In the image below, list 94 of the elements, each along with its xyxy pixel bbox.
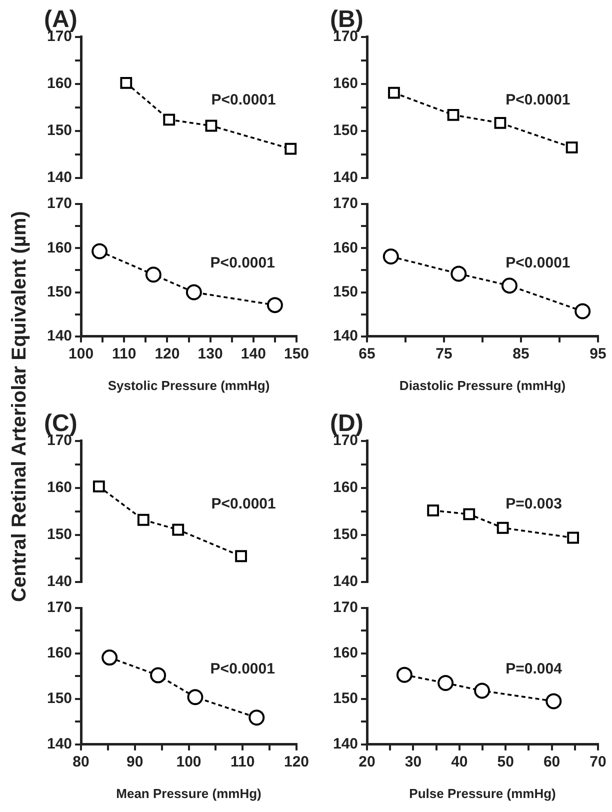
y-tick-label: 150 — [332, 122, 358, 140]
y-tick-label: 150 — [46, 526, 72, 544]
annotation: P<0.0001 — [506, 254, 570, 272]
x-tick-label: 90 — [126, 754, 144, 771]
y-tick-label: 160 — [46, 239, 72, 256]
point — [145, 266, 162, 283]
y-tick-label: 160 — [46, 75, 72, 92]
y-tick-label: 140 — [46, 169, 72, 186]
point — [567, 532, 580, 544]
x-tick-label: 65 — [358, 346, 376, 363]
point — [120, 76, 132, 89]
point — [546, 693, 562, 710]
x-tick-label: 120 — [284, 754, 309, 771]
x-tick-label: 110 — [112, 346, 136, 363]
y-tick-label: 160 — [46, 644, 72, 662]
x-tick-label: 80 — [72, 754, 90, 771]
point — [137, 514, 150, 526]
x-tick-label: 50 — [497, 754, 514, 771]
x-axis-title: Systolic Pressure (mmHg) — [108, 378, 270, 393]
y-tick-label: 150 — [332, 526, 358, 544]
point — [450, 266, 467, 282]
point — [284, 142, 297, 155]
y-tick-label: 140 — [332, 736, 358, 753]
x-axis-title: Mean Pressure (mmHg) — [116, 786, 262, 801]
point — [266, 297, 283, 314]
y-tick-label: 160 — [332, 479, 358, 496]
x-tick-label: 30 — [404, 754, 422, 771]
point — [463, 508, 476, 520]
annotation: P<0.0001 — [210, 254, 275, 272]
y-tick-label: 170 — [332, 195, 358, 212]
y-tick-label: 140 — [332, 328, 358, 345]
x-tick-label: 100 — [68, 346, 94, 363]
y-tick-label: 140 — [332, 169, 358, 186]
x-tick-label: 75 — [436, 346, 452, 363]
x-tick-label: 20 — [358, 754, 376, 771]
point — [235, 550, 247, 562]
x-tick-label: 60 — [543, 754, 560, 771]
y-tick-label: 150 — [332, 283, 358, 300]
point — [172, 524, 184, 536]
point — [102, 650, 118, 666]
annotation: P=0.004 — [506, 660, 563, 678]
point — [447, 108, 460, 121]
point — [494, 116, 506, 129]
y-axis-title: Central Retinal Arteriolar Equivalent (µm) — [8, 210, 32, 604]
point — [92, 480, 105, 492]
y-tick-label: 160 — [332, 239, 358, 256]
annotation: P<0.0001 — [506, 92, 570, 109]
point — [396, 666, 412, 683]
x-tick-label: 130 — [198, 346, 223, 363]
annotation: P<0.0001 — [210, 660, 275, 678]
annotation: P<0.0001 — [211, 496, 276, 513]
y-tick-label: 170 — [332, 599, 358, 616]
point — [248, 710, 265, 726]
annotation: P<0.0001 — [211, 92, 276, 109]
point — [382, 248, 399, 265]
y-tick-label: 160 — [46, 479, 72, 496]
x-tick-label: 150 — [284, 346, 309, 363]
y-tick-label: 170 — [46, 195, 72, 212]
y-tick-label: 150 — [332, 690, 358, 708]
x-tick-label: 100 — [176, 754, 202, 771]
y-tick-label: 150 — [46, 690, 72, 708]
point — [474, 682, 490, 699]
y-tick-label: 160 — [332, 75, 358, 92]
y-tick-label: 140 — [332, 573, 358, 590]
y-tick-label: 160 — [332, 644, 358, 662]
x-axis-title: Diastolic Pressure (mmHg) — [399, 378, 566, 393]
point — [501, 278, 518, 294]
point — [92, 243, 108, 260]
y-tick-label: 140 — [46, 328, 72, 345]
x-tick-label: 95 — [590, 346, 606, 363]
annotation: P=0.003 — [506, 496, 562, 513]
x-tick-label: 70 — [590, 754, 606, 771]
y-tick-label: 170 — [46, 599, 72, 616]
y-tick-label: 140 — [46, 736, 72, 753]
x-axis-title: Pulse Pressure (mmHg) — [409, 786, 556, 801]
x-tick-label: 40 — [451, 754, 468, 771]
x-tick-label: 120 — [154, 346, 180, 363]
y-tick-label: 140 — [46, 573, 72, 590]
point — [438, 675, 454, 692]
point — [150, 667, 166, 684]
point — [163, 114, 176, 126]
y-tick-label: 150 — [46, 122, 72, 140]
point — [496, 522, 509, 534]
point — [187, 689, 204, 706]
point — [186, 284, 202, 300]
point — [566, 141, 578, 154]
y-tick-label: 150 — [46, 283, 72, 300]
point — [574, 303, 591, 320]
x-tick-label: 140 — [240, 346, 266, 363]
x-tick-label: 85 — [512, 346, 530, 363]
point — [205, 120, 218, 132]
point — [388, 86, 400, 99]
point — [427, 504, 440, 516]
x-tick-label: 110 — [230, 754, 255, 771]
